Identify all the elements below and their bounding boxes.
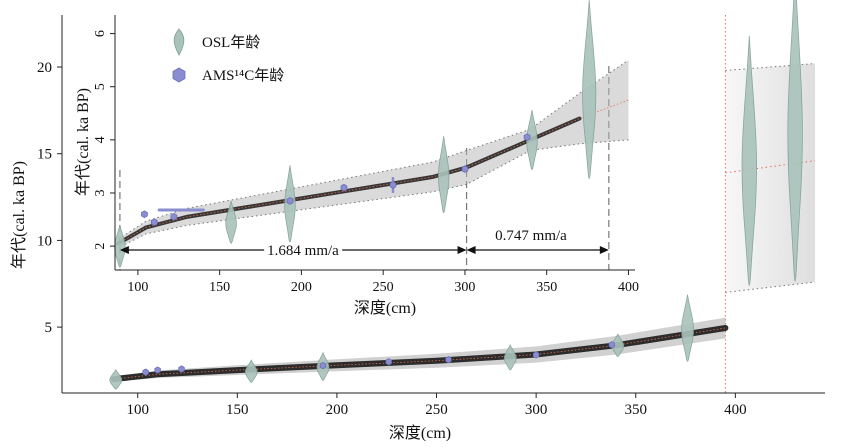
inset-x-tick-label: 150 (209, 280, 230, 295)
legend-osl-marker (173, 28, 185, 56)
inset-ams-point (461, 165, 469, 173)
inset-y-tick-label: 5 (93, 83, 108, 90)
inset-y-tick-label: 6 (93, 30, 108, 37)
legend-ams-marker (172, 67, 186, 83)
main-x-tick-label: 100 (126, 402, 149, 418)
main-ams-point (178, 365, 185, 373)
main-plot-area (109, 0, 816, 393)
main-y-tick-label: 5 (45, 320, 53, 336)
inset-y-tick-label: 4 (93, 136, 108, 143)
annotation-rate-2: 0.747 mm/a (495, 228, 567, 244)
inset-osl-violin (526, 110, 538, 170)
main-x-tick-label: 400 (724, 402, 747, 418)
main-x-tick-label: 200 (326, 402, 349, 418)
inset-x-ticks: 100 150 200 250 300 350 400 (127, 270, 639, 295)
annotation-arrow-2-head-right (599, 246, 609, 254)
inset-ams-point (141, 210, 148, 219)
inset-y-tick-label: 2 (93, 243, 108, 250)
main-ams-point (445, 356, 452, 364)
main-range-median (725, 160, 816, 174)
main-y-tick-label: 20 (37, 60, 52, 76)
main-x-axis-label: 深度(cm) (389, 424, 451, 442)
main-y-ticks: 5 10 15 20 (37, 60, 62, 336)
main-y-axis-label: 年代(cal. ka BP) (10, 161, 28, 269)
main-osl-violin (741, 35, 757, 286)
main-ams-point (319, 361, 327, 370)
main-x-ticks: 100 150 200 250 300 350 400 (126, 393, 747, 418)
annotation-bg (264, 243, 343, 259)
annotation-rate-1: 1.684 mm/a (267, 243, 339, 259)
inset-ams-point (389, 181, 397, 189)
inset-x-axis-label: 深度(cm) (354, 299, 416, 317)
rate-annotations: 1.684 mm/a 0.747 mm/a (264, 228, 571, 259)
annotation-arrow-1-head-right (457, 246, 467, 254)
inset-ams-point (340, 183, 348, 192)
inset-ams-point (286, 197, 294, 205)
inset-x-tick-label: 400 (618, 280, 639, 295)
inset-axes (114, 15, 635, 271)
main-osl-violin (109, 368, 123, 390)
main-x-tick-label: 250 (425, 402, 448, 418)
annotation-arrow-2-head-left (466, 246, 476, 254)
inset-x-tick-label: 300 (454, 280, 475, 295)
main-ams-point (154, 366, 161, 374)
main-x-tick-label: 300 (525, 402, 548, 418)
inset-osl-violin (437, 136, 450, 214)
inset-y-tick-label: 3 (93, 189, 108, 196)
main-axes (61, 15, 825, 394)
main-ams-point (532, 351, 540, 359)
main-osl-violin (244, 359, 258, 383)
inset-model-band (118, 60, 629, 248)
legend: OSL年龄 AMS¹⁴C年龄 (172, 28, 284, 84)
main-y-tick-label: 15 (37, 147, 52, 163)
main-x-tick-label: 350 (624, 402, 647, 418)
main-ams-point (608, 341, 616, 349)
annotation-bg (492, 228, 571, 244)
main-y-tick-label: 10 (37, 233, 52, 249)
main-osl-violin (787, 0, 803, 282)
inset-y-axis-label: 年代(cal. ka BP) (74, 88, 92, 196)
inset-y-ticks: 2 3 4 5 6 (93, 30, 115, 250)
main-range-upper (725, 63, 816, 71)
inset-osl-violin (582, 0, 597, 180)
main-ams-point (385, 358, 392, 366)
inset-osl-violin (114, 224, 126, 268)
annotation-arrow-1-head-left (119, 246, 129, 254)
inset-ams-point (170, 213, 178, 221)
inset-x-tick-label: 250 (373, 280, 394, 295)
inset-x-tick-label: 350 (536, 280, 557, 295)
main-osl-violin (681, 294, 694, 362)
legend-osl-label: OSL年龄 (202, 34, 260, 51)
main-x-tick-label: 150 (226, 402, 249, 418)
main-range-lower (725, 281, 816, 293)
inset-ams-point (523, 133, 531, 142)
inset-ams-point (150, 218, 158, 227)
legend-ams-label: AMS¹⁴C年龄 (202, 67, 284, 84)
main-osl-violin (503, 343, 517, 371)
inset-band-upper (117, 59, 629, 240)
inset-x-tick-label: 200 (291, 280, 312, 295)
inset-x-tick-label: 100 (127, 280, 148, 295)
main-ams-point (142, 368, 149, 376)
inset-osl-violin (225, 200, 237, 244)
